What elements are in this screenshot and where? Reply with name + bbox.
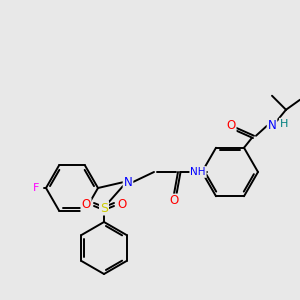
Text: O: O — [81, 199, 91, 212]
Text: O: O — [226, 119, 236, 132]
Text: S: S — [100, 202, 108, 214]
Text: F: F — [33, 183, 39, 193]
Text: O: O — [169, 194, 178, 208]
Text: H: H — [280, 119, 288, 129]
Text: N: N — [124, 176, 132, 188]
Text: NH: NH — [190, 167, 206, 177]
Text: N: N — [268, 119, 276, 132]
Text: O: O — [117, 199, 127, 212]
